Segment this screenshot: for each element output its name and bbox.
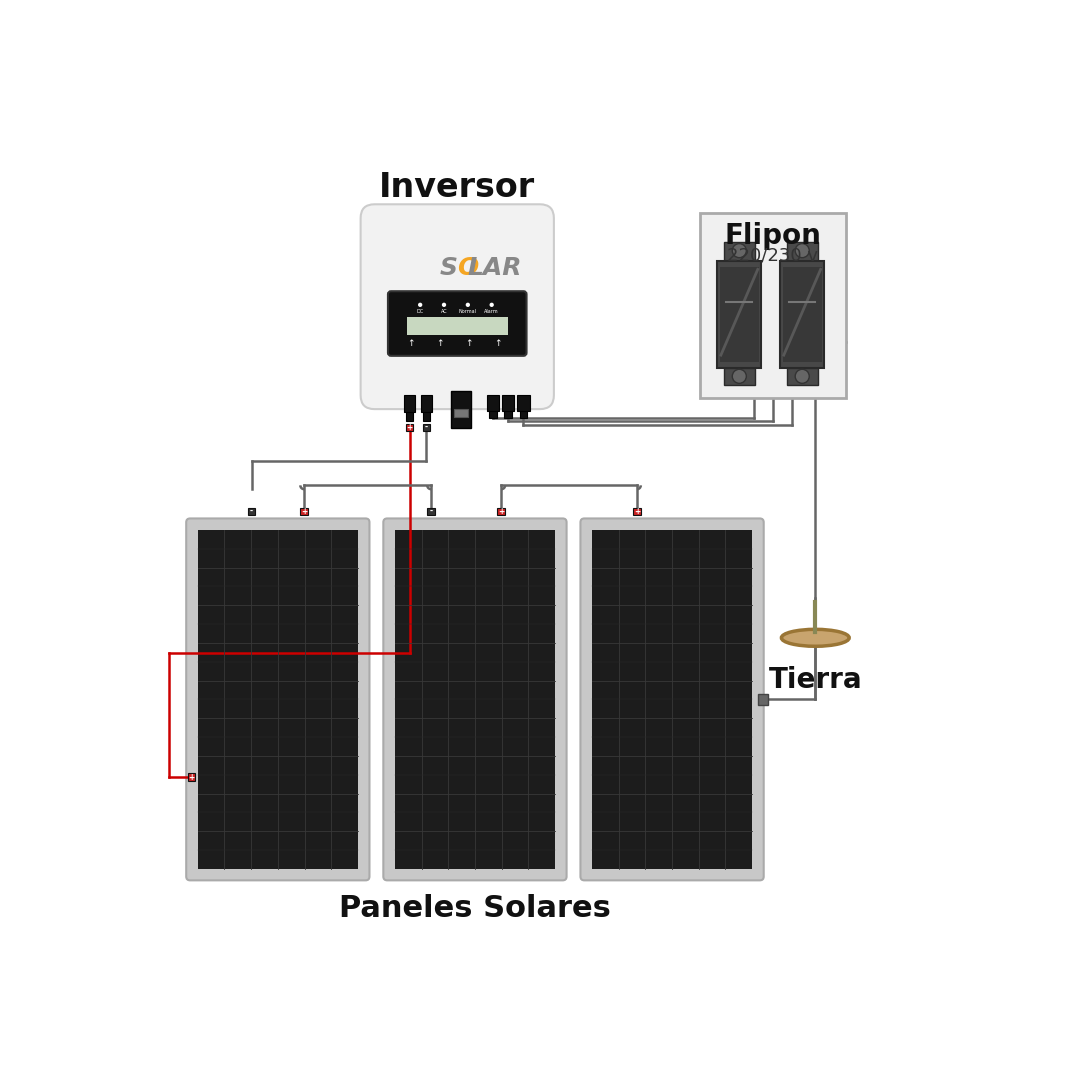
Text: -: - bbox=[424, 423, 428, 432]
Text: -: - bbox=[249, 507, 253, 516]
Text: DC: DC bbox=[417, 310, 423, 314]
Bar bbox=[592, 530, 752, 868]
Text: LAR: LAR bbox=[468, 256, 522, 280]
Text: AC: AC bbox=[441, 310, 447, 314]
Text: Inversor: Inversor bbox=[379, 172, 536, 204]
Bar bbox=[519, 410, 527, 418]
Bar bbox=[504, 410, 512, 418]
FancyBboxPatch shape bbox=[186, 518, 369, 880]
Bar bbox=[247, 508, 255, 515]
Bar bbox=[724, 242, 755, 260]
Text: O: O bbox=[457, 256, 478, 280]
Bar bbox=[498, 508, 505, 515]
Circle shape bbox=[442, 302, 446, 307]
Bar bbox=[787, 368, 818, 384]
Bar bbox=[489, 410, 497, 418]
FancyBboxPatch shape bbox=[361, 204, 554, 409]
Bar bbox=[633, 508, 640, 515]
FancyBboxPatch shape bbox=[780, 260, 824, 368]
Circle shape bbox=[732, 244, 746, 258]
FancyBboxPatch shape bbox=[717, 260, 761, 368]
Bar bbox=[406, 413, 414, 421]
Bar bbox=[451, 391, 471, 429]
Circle shape bbox=[418, 302, 422, 307]
Text: Alarm: Alarm bbox=[484, 310, 499, 314]
Bar bbox=[421, 395, 432, 413]
Bar bbox=[198, 530, 357, 868]
Bar bbox=[757, 694, 768, 705]
Text: ↑: ↑ bbox=[495, 339, 502, 348]
Text: Normal: Normal bbox=[459, 310, 477, 314]
Bar bbox=[422, 423, 430, 431]
Bar bbox=[486, 395, 499, 410]
FancyBboxPatch shape bbox=[383, 518, 567, 880]
Text: Paneles Solares: Paneles Solares bbox=[339, 894, 611, 923]
Text: S: S bbox=[440, 256, 457, 280]
Bar bbox=[787, 242, 818, 260]
FancyBboxPatch shape bbox=[580, 518, 764, 880]
Bar bbox=[404, 395, 415, 413]
Bar bbox=[300, 508, 308, 515]
Text: +: + bbox=[498, 507, 504, 516]
Bar bbox=[188, 773, 195, 781]
Text: +: + bbox=[406, 423, 413, 432]
Text: +: + bbox=[634, 507, 640, 516]
Circle shape bbox=[465, 302, 470, 307]
Bar bbox=[406, 423, 414, 431]
Circle shape bbox=[489, 302, 494, 307]
Bar bbox=[422, 413, 430, 421]
Bar bbox=[407, 316, 508, 335]
Bar bbox=[517, 395, 529, 410]
Text: Flipon: Flipon bbox=[725, 221, 822, 249]
Circle shape bbox=[795, 244, 809, 258]
FancyBboxPatch shape bbox=[388, 292, 527, 355]
Text: -: - bbox=[430, 507, 433, 516]
Text: ↑: ↑ bbox=[465, 339, 473, 348]
Text: Tierra: Tierra bbox=[769, 665, 862, 693]
Bar bbox=[720, 267, 758, 362]
Bar bbox=[455, 409, 468, 417]
Text: +: + bbox=[189, 773, 194, 782]
Bar bbox=[502, 395, 514, 410]
Text: 220/230 v: 220/230 v bbox=[728, 246, 819, 265]
Bar bbox=[783, 267, 822, 362]
Text: +: + bbox=[301, 507, 308, 516]
Bar bbox=[724, 368, 755, 384]
Text: ↑: ↑ bbox=[436, 339, 444, 348]
Bar bbox=[395, 530, 555, 868]
Ellipse shape bbox=[782, 630, 849, 646]
Circle shape bbox=[795, 369, 809, 383]
Circle shape bbox=[732, 369, 746, 383]
Bar bbox=[428, 508, 435, 515]
Bar bbox=[700, 213, 846, 397]
Text: ↑: ↑ bbox=[407, 339, 415, 348]
